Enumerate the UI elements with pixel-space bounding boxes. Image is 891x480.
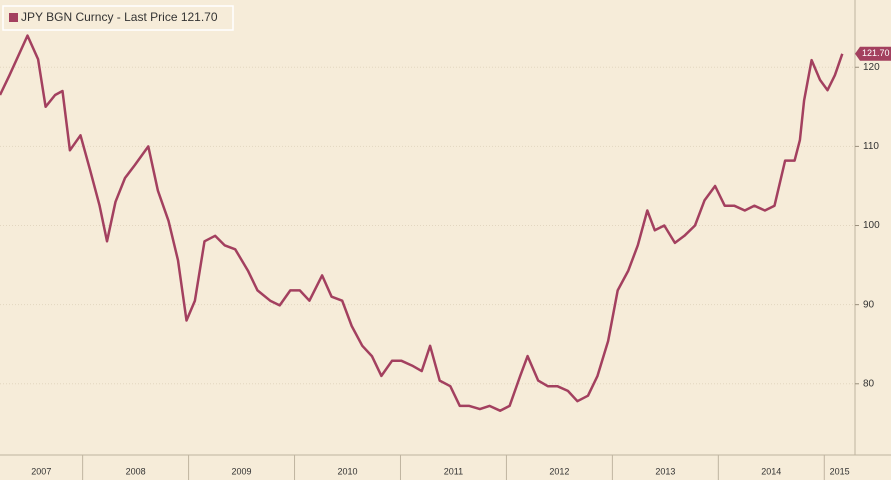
x-tick-label: 2014 <box>761 466 781 476</box>
legend: JPY BGN Curncy - Last Price 121.70 <box>2 5 234 31</box>
y-tick-label: 110 <box>863 141 879 152</box>
last-price-tag: 121.70 <box>855 46 891 61</box>
y-tick-label: 120 <box>863 62 880 73</box>
y-tick-label: 90 <box>863 299 875 310</box>
x-tick-label: 2011 <box>444 466 463 476</box>
x-tick-label: 2008 <box>126 466 146 476</box>
legend-label: JPY BGN Curncy - Last Price 121.70 <box>21 10 218 24</box>
y-tick-label: 100 <box>863 220 880 231</box>
series-line <box>0 34 844 412</box>
x-tick-label: 2010 <box>337 466 357 476</box>
legend-box <box>2 5 234 31</box>
x-tick-label: 2007 <box>31 466 51 476</box>
x-tick-label: 2013 <box>655 466 675 476</box>
last-price-box <box>855 46 891 61</box>
y-tick-label: 80 <box>863 378 875 389</box>
last-price-label: 121.70 <box>862 48 890 58</box>
legend-swatch <box>9 13 18 22</box>
x-tick-label: 2009 <box>232 466 252 476</box>
x-tick-label: 2012 <box>549 466 569 476</box>
x-tick-label: 2015 <box>830 466 850 476</box>
